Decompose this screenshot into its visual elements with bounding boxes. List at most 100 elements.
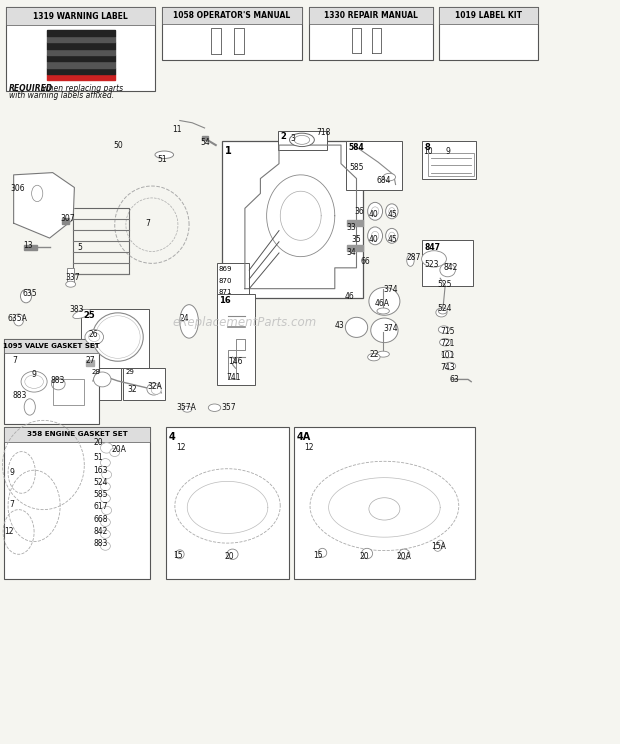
Ellipse shape <box>445 362 456 370</box>
Text: 26: 26 <box>89 330 99 339</box>
FancyBboxPatch shape <box>6 7 155 25</box>
Text: 51: 51 <box>93 453 103 462</box>
Text: 46A: 46A <box>374 299 389 308</box>
Polygon shape <box>352 28 361 53</box>
Ellipse shape <box>389 232 395 240</box>
FancyBboxPatch shape <box>162 7 302 60</box>
Text: 9: 9 <box>9 468 14 477</box>
Ellipse shape <box>436 308 447 317</box>
FancyBboxPatch shape <box>90 368 121 400</box>
Text: 1095 VALVE GASKET SET: 1095 VALVE GASKET SET <box>3 343 100 349</box>
Text: 11: 11 <box>172 125 181 134</box>
FancyBboxPatch shape <box>439 7 538 24</box>
Ellipse shape <box>369 287 400 315</box>
Bar <box>24 245 37 250</box>
Ellipse shape <box>99 319 137 355</box>
FancyBboxPatch shape <box>422 240 473 286</box>
Text: 870: 870 <box>218 278 232 283</box>
Ellipse shape <box>361 548 373 559</box>
Text: 20A: 20A <box>112 445 126 454</box>
Text: 306: 306 <box>11 184 25 193</box>
Text: 32: 32 <box>127 385 137 394</box>
Polygon shape <box>14 173 74 238</box>
Bar <box>46 74 115 80</box>
Text: 617: 617 <box>93 502 107 511</box>
Text: 24: 24 <box>180 314 190 323</box>
Text: 1330 REPAIR MANUAL: 1330 REPAIR MANUAL <box>324 11 418 20</box>
Text: 20A: 20A <box>397 552 412 561</box>
Ellipse shape <box>422 251 446 267</box>
Text: 12: 12 <box>304 443 313 452</box>
Text: 35: 35 <box>352 235 361 244</box>
Text: 358 ENGINE GASKET SET: 358 ENGINE GASKET SET <box>27 432 127 437</box>
Text: 34: 34 <box>346 248 356 257</box>
Text: 585: 585 <box>93 490 107 499</box>
Text: 721: 721 <box>440 339 454 348</box>
Text: 357A: 357A <box>177 403 197 412</box>
FancyBboxPatch shape <box>166 427 289 579</box>
Ellipse shape <box>318 548 327 557</box>
Text: REQUIRED: REQUIRED <box>9 84 53 93</box>
Text: 33: 33 <box>346 223 356 232</box>
Bar <box>46 48 115 55</box>
Text: 13: 13 <box>23 241 33 250</box>
Ellipse shape <box>20 289 32 303</box>
Bar <box>46 68 115 74</box>
Text: 743: 743 <box>440 363 455 372</box>
Text: 20: 20 <box>93 438 103 447</box>
Bar <box>202 136 208 140</box>
Bar <box>67 268 74 283</box>
Ellipse shape <box>155 151 174 158</box>
Text: when replacing parts: when replacing parts <box>40 84 123 93</box>
Ellipse shape <box>151 385 161 394</box>
Text: 9: 9 <box>445 147 450 156</box>
Ellipse shape <box>368 353 380 361</box>
Text: 287: 287 <box>406 253 420 262</box>
Ellipse shape <box>434 544 441 551</box>
Text: 883: 883 <box>51 376 65 385</box>
Ellipse shape <box>100 518 110 527</box>
Ellipse shape <box>85 330 104 344</box>
Text: 146: 146 <box>228 357 242 366</box>
Text: 25: 25 <box>83 311 95 320</box>
Text: 15: 15 <box>174 551 184 559</box>
Text: 668: 668 <box>93 515 107 524</box>
Ellipse shape <box>440 339 451 346</box>
Text: 22: 22 <box>370 350 379 359</box>
Text: 50: 50 <box>113 141 123 150</box>
Text: 29: 29 <box>125 369 134 375</box>
Text: 842: 842 <box>444 263 458 272</box>
Text: 45: 45 <box>388 235 397 244</box>
Text: 374: 374 <box>383 324 398 333</box>
Ellipse shape <box>99 319 136 355</box>
Bar <box>347 245 363 251</box>
FancyBboxPatch shape <box>4 339 99 424</box>
Ellipse shape <box>368 227 383 245</box>
Ellipse shape <box>386 204 398 219</box>
Text: 40: 40 <box>368 210 378 219</box>
Ellipse shape <box>94 372 111 387</box>
Text: 45: 45 <box>388 210 397 219</box>
Ellipse shape <box>100 482 110 491</box>
Text: 307: 307 <box>60 214 75 223</box>
Ellipse shape <box>377 308 389 314</box>
Bar <box>46 61 115 68</box>
Text: 54: 54 <box>200 138 210 147</box>
Ellipse shape <box>100 530 110 539</box>
FancyBboxPatch shape <box>346 141 402 190</box>
Text: 9: 9 <box>31 370 36 379</box>
Bar <box>46 36 115 42</box>
Polygon shape <box>211 28 221 54</box>
FancyBboxPatch shape <box>222 141 363 298</box>
Text: 7: 7 <box>12 356 17 365</box>
Text: 1: 1 <box>225 146 232 155</box>
Text: 684: 684 <box>376 176 391 185</box>
Ellipse shape <box>102 470 112 479</box>
Text: 883: 883 <box>12 391 27 400</box>
Text: 1019 LABEL KIT: 1019 LABEL KIT <box>455 11 522 20</box>
Text: 741: 741 <box>226 373 241 382</box>
Polygon shape <box>234 28 244 54</box>
Ellipse shape <box>51 378 65 390</box>
Text: 871: 871 <box>218 289 232 295</box>
Text: with warning labels affixed.: with warning labels affixed. <box>9 91 115 100</box>
